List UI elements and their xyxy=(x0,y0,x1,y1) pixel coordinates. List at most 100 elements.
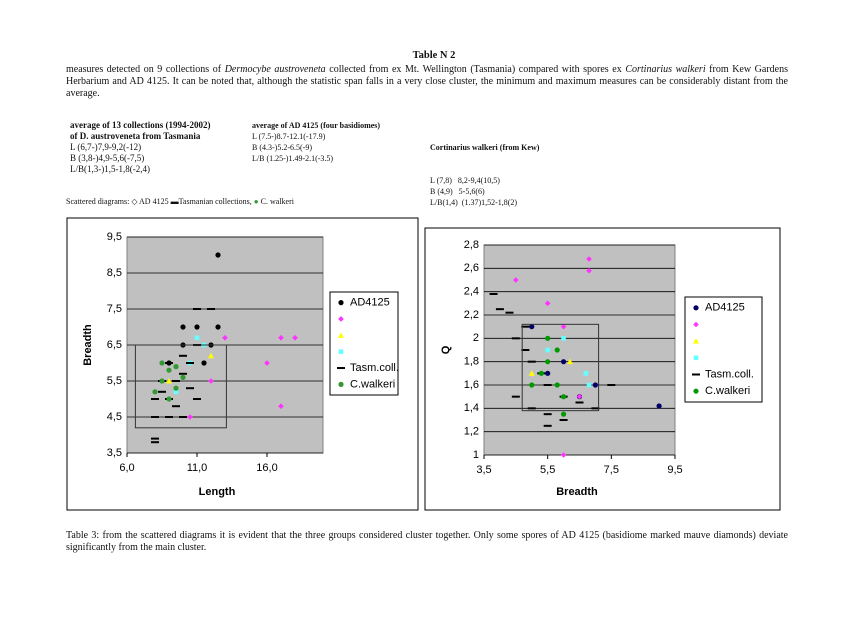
legend-line: Scattered diagrams: ◇ AD 4125 ▬Tasmanian… xyxy=(66,197,294,206)
point xyxy=(583,371,589,376)
point xyxy=(159,378,165,384)
line: L/B(1,3-)1,5-1,8(-2,4) xyxy=(70,164,150,174)
y-tick-label: 9,5 xyxy=(107,231,122,243)
y-tick-label: 3,5 xyxy=(107,447,122,459)
legend-marker xyxy=(693,338,699,344)
legend-marker xyxy=(338,316,344,322)
intro: measures detected on 9 collections of De… xyxy=(66,64,788,100)
legend-label: C.walkeri xyxy=(705,385,750,397)
point xyxy=(554,347,560,353)
legend-marker xyxy=(693,388,699,394)
point xyxy=(529,324,535,330)
point xyxy=(173,385,179,391)
x-axis-title: Breadth xyxy=(556,486,598,498)
point xyxy=(208,352,214,359)
point xyxy=(173,389,179,395)
line: L/B (1.25-)1.49-2.1(-3.5) xyxy=(252,154,334,163)
y-tick-label: 7,5 xyxy=(107,303,122,315)
column: Cortinarius walkeri (from Kew) L (7,8) 8… xyxy=(430,120,539,230)
point xyxy=(560,411,567,417)
text: measures detected on 9 collections of xyxy=(66,64,225,75)
point xyxy=(278,335,284,341)
point xyxy=(187,414,193,420)
x-tick-label: 5,5 xyxy=(540,464,555,476)
y-tick-label: 5,5 xyxy=(107,375,122,387)
point xyxy=(538,370,544,376)
point xyxy=(215,252,221,258)
point xyxy=(278,403,284,409)
y-tick-label: 1,6 xyxy=(464,379,479,391)
point xyxy=(545,370,551,376)
point xyxy=(561,336,566,341)
point xyxy=(208,378,214,384)
line: B (4,9) 5-5,6(6) xyxy=(430,187,485,196)
y-axis-title: Breadth xyxy=(82,324,94,366)
line: L (7,8) 8,2-9,4(10,5) xyxy=(430,176,500,185)
point xyxy=(560,359,567,365)
y-tick-label: 8,5 xyxy=(107,267,122,279)
point xyxy=(180,374,186,380)
point xyxy=(544,300,551,307)
text: Dermocybe austroveneta xyxy=(224,64,326,75)
y-tick-label: 6,5 xyxy=(107,339,122,351)
point xyxy=(545,347,550,353)
x-tick-label: 7,5 xyxy=(604,464,619,476)
point xyxy=(159,360,165,366)
x-axis-title: Length xyxy=(199,486,236,498)
line: L (6,7-)7,9-9,2(-12) xyxy=(70,142,142,152)
x-tick-label: 11,0 xyxy=(187,462,208,474)
text: from Kew Gardens Herbarium and AD 4125. … xyxy=(66,64,789,99)
legend-marker xyxy=(693,355,699,361)
legend-label: AD4125 xyxy=(350,297,390,309)
point xyxy=(201,360,207,366)
point xyxy=(152,389,158,395)
x-tick-label: 3,5 xyxy=(476,464,491,476)
text: AD 4125 xyxy=(139,197,169,206)
point xyxy=(576,393,583,400)
point xyxy=(166,367,172,373)
point xyxy=(222,335,228,341)
point xyxy=(586,256,592,262)
line: B (3,8-)4,9-5,6(-7,5) xyxy=(70,153,145,163)
plot-area xyxy=(483,244,676,456)
y-tick-label: 2,2 xyxy=(464,309,479,321)
point xyxy=(180,324,186,330)
point xyxy=(529,382,535,388)
point xyxy=(586,267,592,274)
y-tick-label: 2,6 xyxy=(464,262,479,274)
legend-marker xyxy=(338,381,344,387)
y-tick-label: 2,4 xyxy=(464,286,479,298)
heading: of D. austroveneta from Tasmania xyxy=(70,131,201,141)
point xyxy=(264,360,270,366)
point xyxy=(215,324,221,330)
heading: Cortinarius walkeri (from Kew) xyxy=(430,143,540,152)
point xyxy=(173,364,179,370)
y-tick-label: 2 xyxy=(473,332,479,344)
x-tick-label: 6,0 xyxy=(119,462,134,474)
point xyxy=(194,324,200,330)
point xyxy=(528,370,535,376)
legend-marker xyxy=(338,300,344,306)
point xyxy=(545,335,551,341)
legend-label: Tasm.coll. xyxy=(350,362,399,374)
column: average of AD 4125 (four basidiomes) L (… xyxy=(252,120,380,164)
heading: average of AD 4125 (four basidiomes) xyxy=(252,121,381,130)
point xyxy=(292,335,298,341)
legend-marker xyxy=(693,321,699,328)
y-tick-label: 2,8 xyxy=(464,239,479,251)
text: Tasmanian collections, xyxy=(178,197,252,206)
text: C. walkeri xyxy=(260,197,294,206)
heading: average of 13 collections (1994-2002) xyxy=(70,120,211,130)
title: Table N 2 xyxy=(412,50,456,61)
y-axis-title: Q xyxy=(440,345,452,354)
column: average of 13 collections (1994-2002) of … xyxy=(70,120,210,175)
x-tick-label: 9,5 xyxy=(667,464,682,476)
y-tick-label: 1 xyxy=(473,449,479,461)
point xyxy=(554,382,560,388)
point xyxy=(545,359,551,365)
highlight-box xyxy=(134,344,227,429)
point xyxy=(513,277,519,283)
point xyxy=(656,403,662,409)
y-tick-label: 1,2 xyxy=(464,426,479,438)
